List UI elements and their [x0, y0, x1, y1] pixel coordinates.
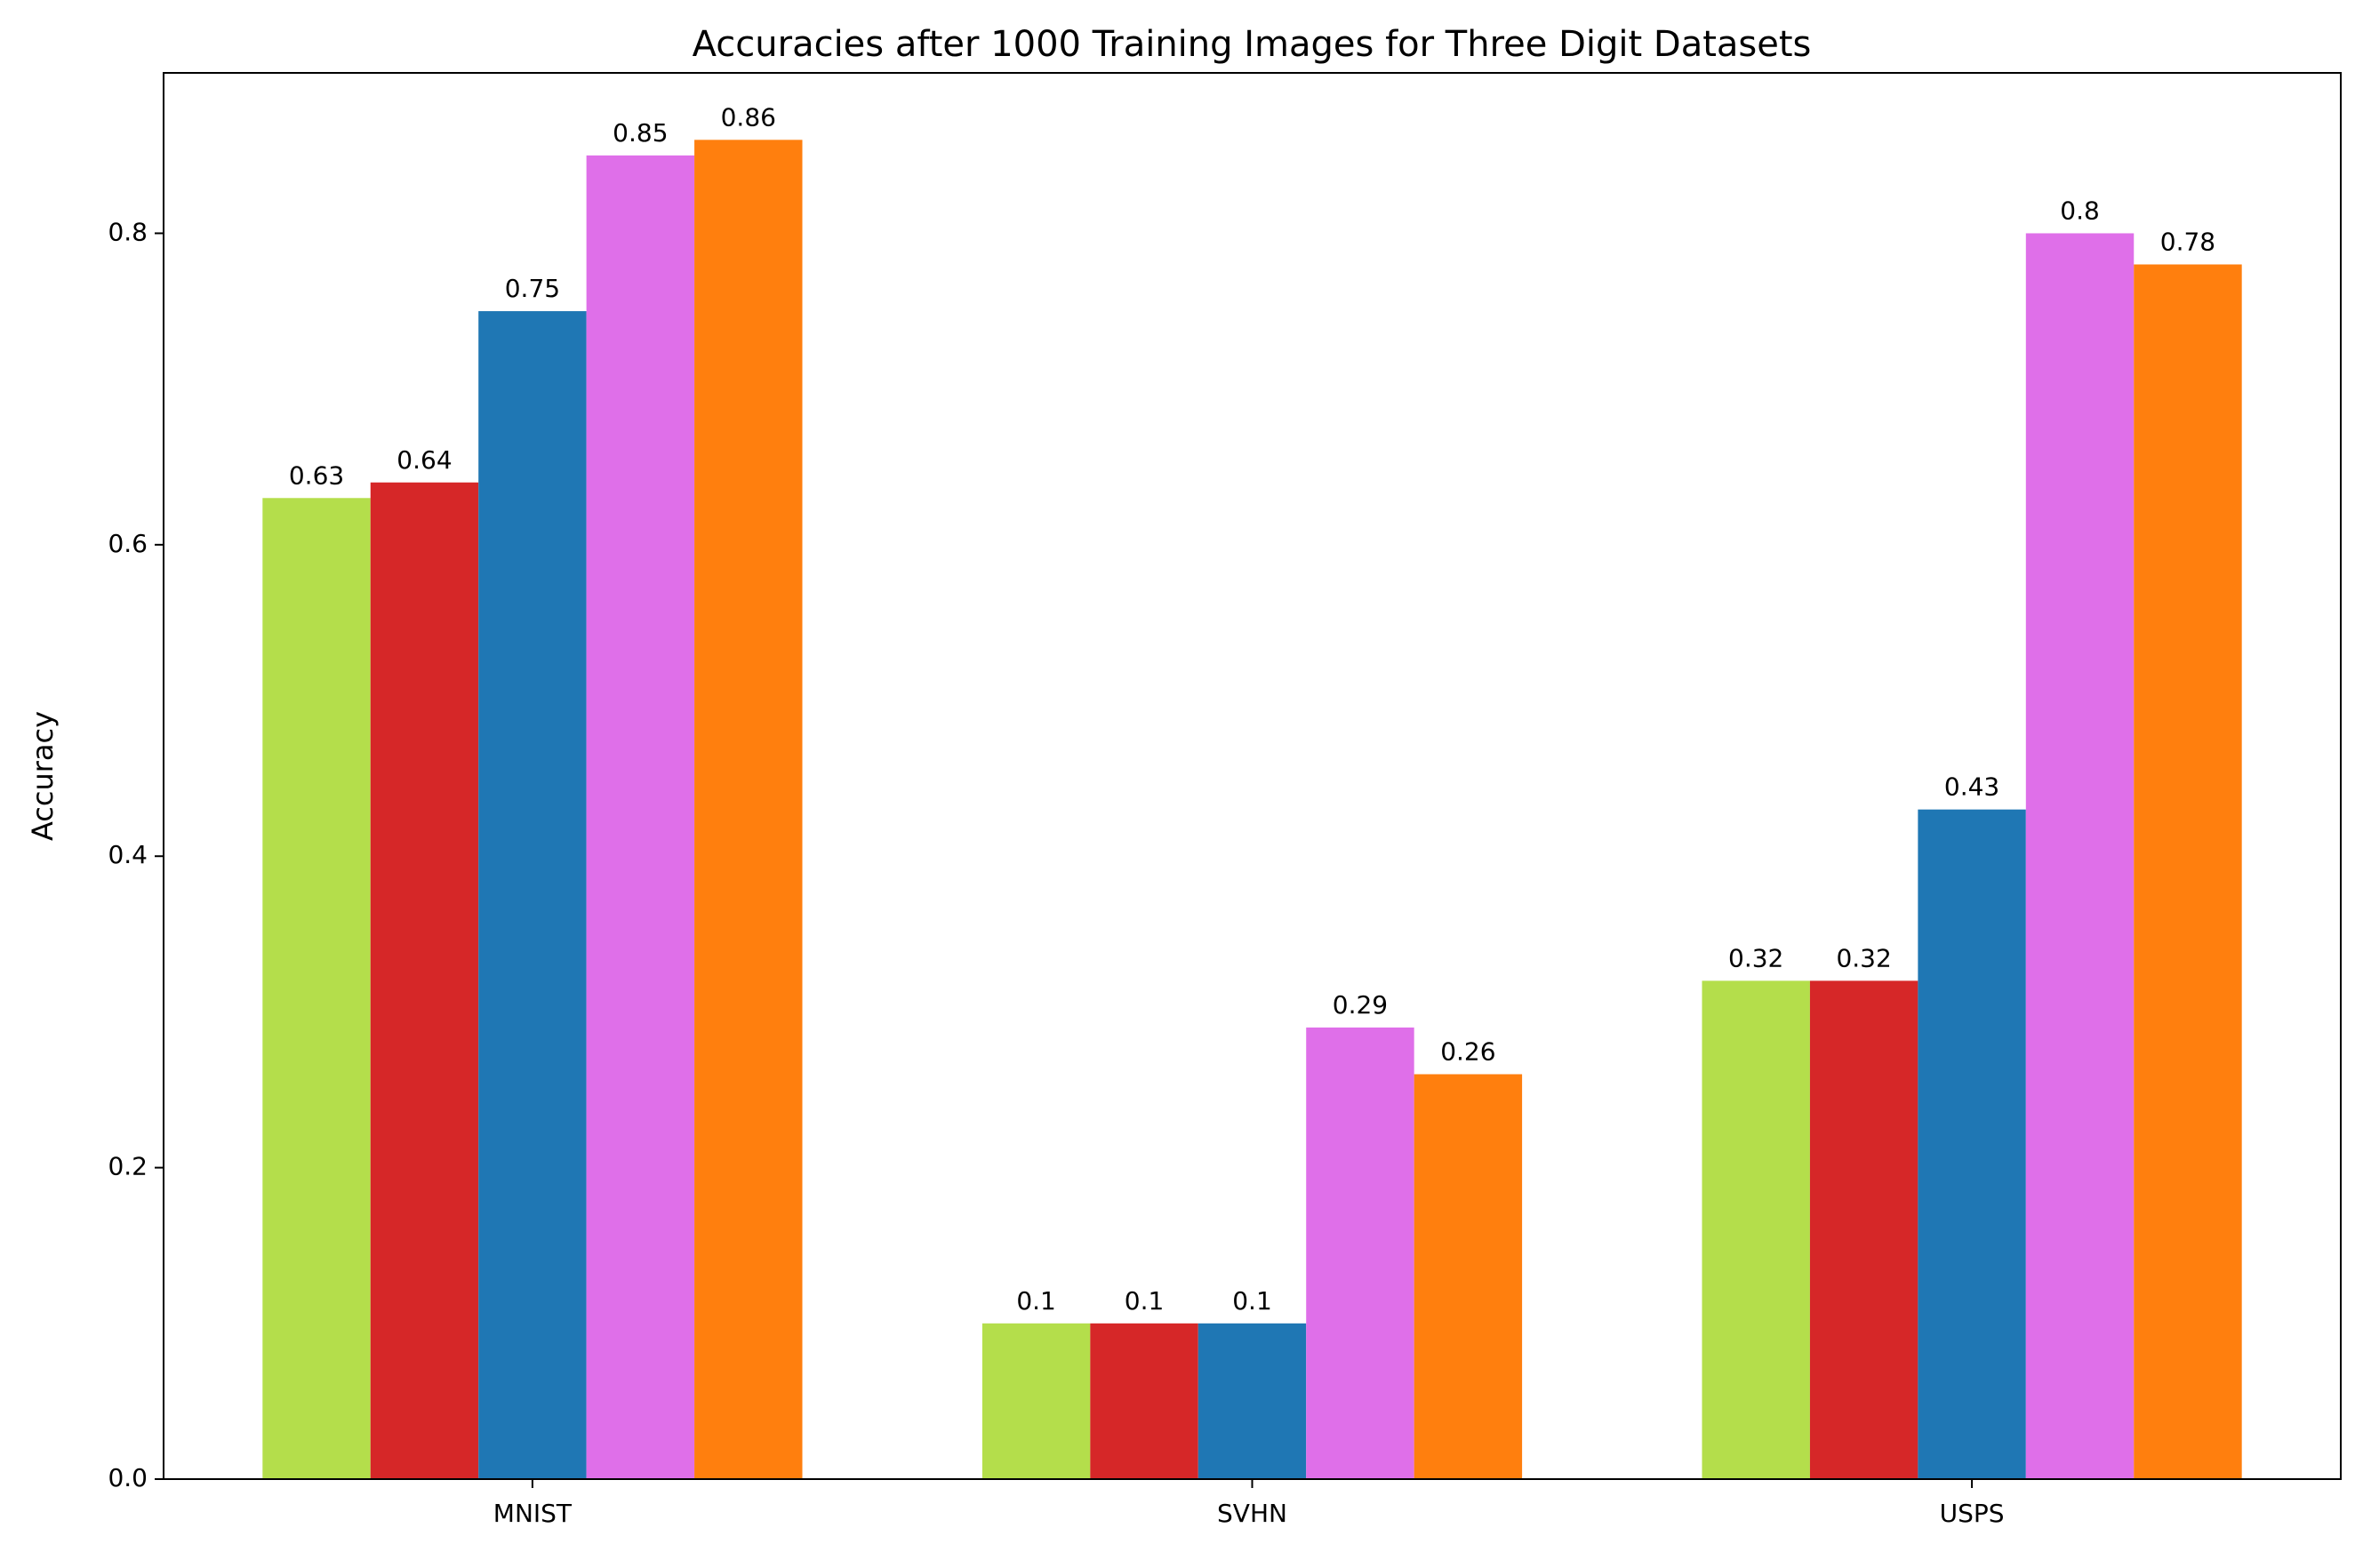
- value-label: 0.85: [613, 118, 668, 148]
- bar: [1090, 1323, 1198, 1479]
- bar: [262, 498, 371, 1479]
- value-label: 0.29: [1333, 990, 1388, 1020]
- value-label: 0.75: [505, 274, 560, 303]
- y-tick-label: 0.0: [108, 1463, 148, 1492]
- bar: [2134, 264, 2242, 1479]
- value-label: 0.86: [721, 102, 776, 132]
- chart-title: Accuracies after 1000 Training Images fo…: [693, 24, 1812, 65]
- value-label: 0.78: [2160, 227, 2215, 256]
- x-tick-label: MNIST: [493, 1499, 573, 1528]
- y-tick-label: 0.4: [108, 840, 148, 869]
- value-label: 0.8: [2060, 196, 2100, 225]
- bar: [981, 1323, 1091, 1479]
- bar: [1918, 809, 2026, 1479]
- bar: [2025, 233, 2135, 1480]
- bar: [1809, 980, 1918, 1479]
- value-label: 0.64: [397, 445, 452, 475]
- bar: [1198, 1323, 1307, 1479]
- plot-frame: [163, 72, 2342, 1480]
- y-tick-label: 0.2: [108, 1152, 148, 1181]
- value-label: 0.1: [1125, 1286, 1165, 1316]
- value-label: 0.63: [289, 460, 344, 490]
- value-label: 0.43: [1944, 772, 1999, 802]
- y-tick-label: 0.8: [108, 217, 148, 246]
- bar: [370, 482, 479, 1479]
- bar: [1702, 980, 1810, 1479]
- value-label: 0.26: [1440, 1036, 1495, 1066]
- y-tick-label: 0.6: [108, 529, 148, 558]
- bar: [478, 311, 587, 1479]
- bar: [1414, 1074, 1523, 1479]
- y-axis-label: Accuracy: [26, 711, 60, 841]
- bar: [586, 155, 695, 1480]
- value-label: 0.1: [1016, 1286, 1056, 1316]
- value-label: 0.1: [1232, 1286, 1272, 1316]
- bar: [694, 140, 803, 1479]
- value-label: 0.32: [1836, 943, 1891, 972]
- x-tick-label: SVHN: [1217, 1499, 1287, 1528]
- x-tick-label: USPS: [1940, 1499, 2005, 1528]
- value-label: 0.32: [1728, 943, 1783, 972]
- bar: [1306, 1027, 1414, 1479]
